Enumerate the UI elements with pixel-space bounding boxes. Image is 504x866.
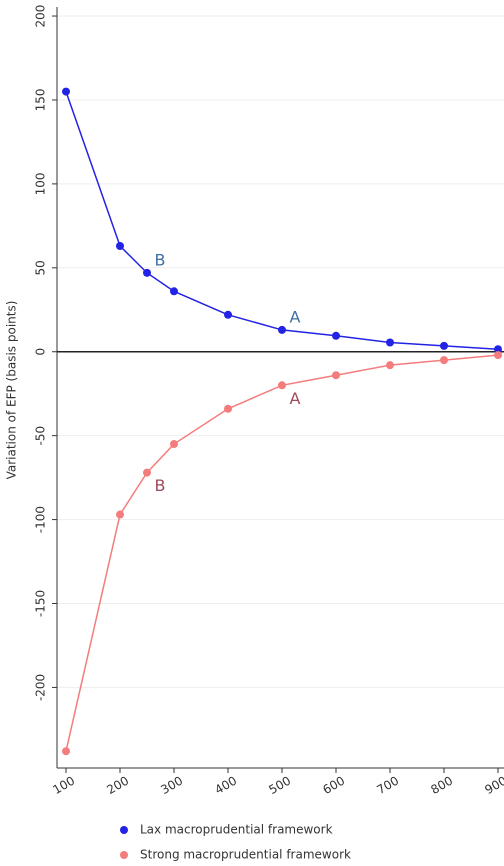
legend-marker <box>120 851 128 859</box>
legend-marker <box>120 826 128 834</box>
point <box>278 325 286 334</box>
point <box>440 356 448 365</box>
y-tick-label: -50 <box>34 426 48 446</box>
y-tick-label: 100 <box>34 172 48 195</box>
point <box>143 268 151 277</box>
point <box>170 440 178 449</box>
x-tick-label: 200 <box>104 774 131 798</box>
x-tick-label: 700 <box>374 774 401 798</box>
point-label: A <box>290 307 301 326</box>
x-tick-label: 800 <box>428 774 455 798</box>
point <box>224 310 232 319</box>
point-label: B <box>155 476 166 495</box>
y-tick-label: -100 <box>34 506 48 533</box>
point <box>440 341 448 350</box>
series-line <box>65 354 499 752</box>
y-tick-label: 200 <box>34 5 48 28</box>
point <box>386 338 394 347</box>
y-tick-label: 0 <box>34 348 48 356</box>
series-line <box>65 91 499 350</box>
x-tick-label: 400 <box>212 774 239 798</box>
y-tick-label: -200 <box>34 674 48 701</box>
point <box>116 510 124 519</box>
point <box>62 87 70 96</box>
point-label: A <box>290 389 301 408</box>
point <box>170 287 178 296</box>
point <box>224 404 232 413</box>
point <box>494 345 502 354</box>
y-tick-label: -150 <box>34 590 48 617</box>
y-axis-label: Variation of EFP (basis points) <box>5 301 19 480</box>
point <box>494 351 502 360</box>
x-tick-label: 100 <box>50 774 77 798</box>
point <box>143 468 151 477</box>
legend-label: Strong macroprudential framework <box>140 848 351 862</box>
y-tick-label: 50 <box>34 260 48 275</box>
point <box>332 371 340 380</box>
point <box>116 241 124 250</box>
point <box>332 331 340 340</box>
x-tick-label: 600 <box>320 774 347 798</box>
x-tick-label: 500 <box>266 774 293 798</box>
point <box>278 381 286 390</box>
point-label: B <box>155 250 166 269</box>
point <box>62 747 70 756</box>
x-tick-label: 900 <box>482 774 504 798</box>
y-tick-label: 150 <box>34 89 48 112</box>
x-tick-label: 300 <box>158 774 185 798</box>
point <box>386 361 394 370</box>
legend-label: Lax macroprudential framework <box>140 823 333 837</box>
